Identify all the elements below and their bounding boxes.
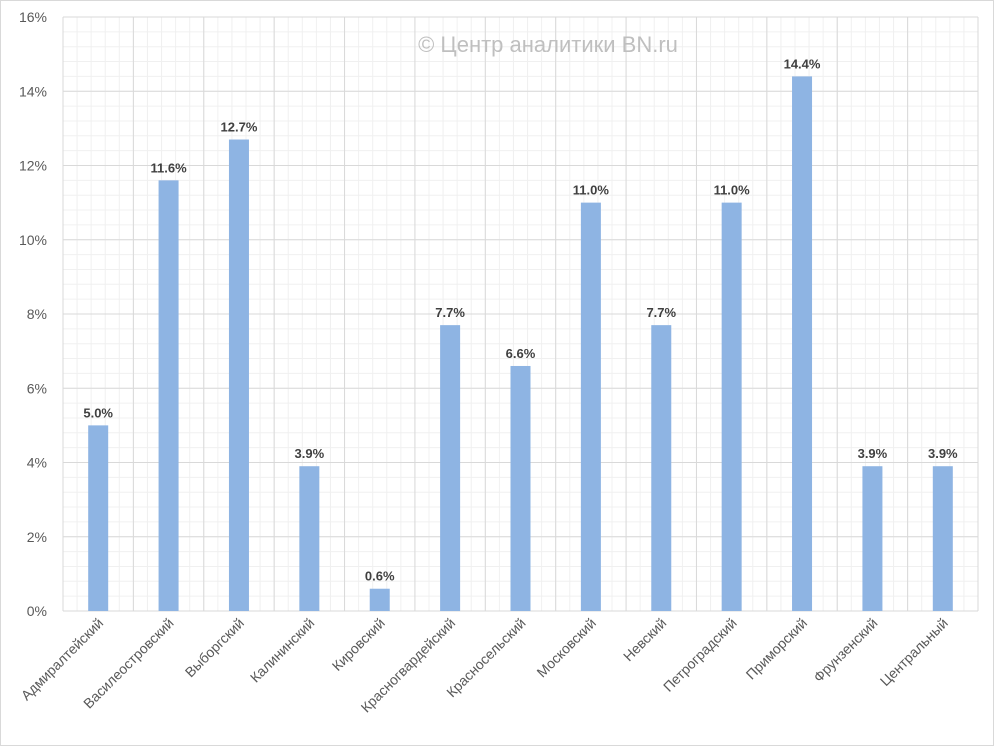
data-label: 7.7% (435, 305, 465, 320)
data-label: 0.6% (365, 569, 395, 584)
bar (580, 202, 601, 611)
y-tick-label: 6% (27, 380, 47, 396)
y-tick-label: 12% (19, 158, 47, 174)
y-tick-label: 10% (19, 232, 47, 248)
data-label: 6.6% (506, 346, 536, 361)
y-tick-label: 14% (19, 83, 47, 99)
data-label: 3.9% (928, 446, 958, 461)
data-label: 7.7% (646, 305, 676, 320)
bar (932, 466, 953, 611)
data-label: 11.0% (573, 183, 610, 198)
y-tick-label: 8% (27, 306, 47, 322)
bar (88, 425, 109, 611)
watermark-text: © Центр аналитики BN.ru (418, 32, 678, 57)
data-label: 14.4% (784, 56, 821, 71)
bar (651, 325, 672, 611)
grid (62, 16, 979, 612)
bar (792, 76, 813, 611)
bar (369, 588, 390, 611)
y-tick-label: 0% (27, 603, 47, 619)
data-label: 3.9% (858, 446, 888, 461)
bar (228, 139, 249, 611)
bars (88, 76, 953, 611)
data-label: 5.0% (83, 405, 113, 420)
bar (862, 466, 883, 611)
bar (510, 365, 531, 611)
data-label: 11.6% (150, 160, 187, 175)
y-tick-label: 2% (27, 529, 47, 545)
data-label: 12.7% (221, 120, 258, 135)
data-label: 11.0% (714, 183, 751, 198)
y-tick-label: 16% (19, 9, 47, 25)
data-label: 3.9% (295, 446, 325, 461)
y-tick-label: 4% (27, 455, 47, 471)
bar (721, 202, 742, 611)
bar (299, 466, 320, 611)
bar (440, 325, 461, 611)
bar (158, 180, 179, 611)
